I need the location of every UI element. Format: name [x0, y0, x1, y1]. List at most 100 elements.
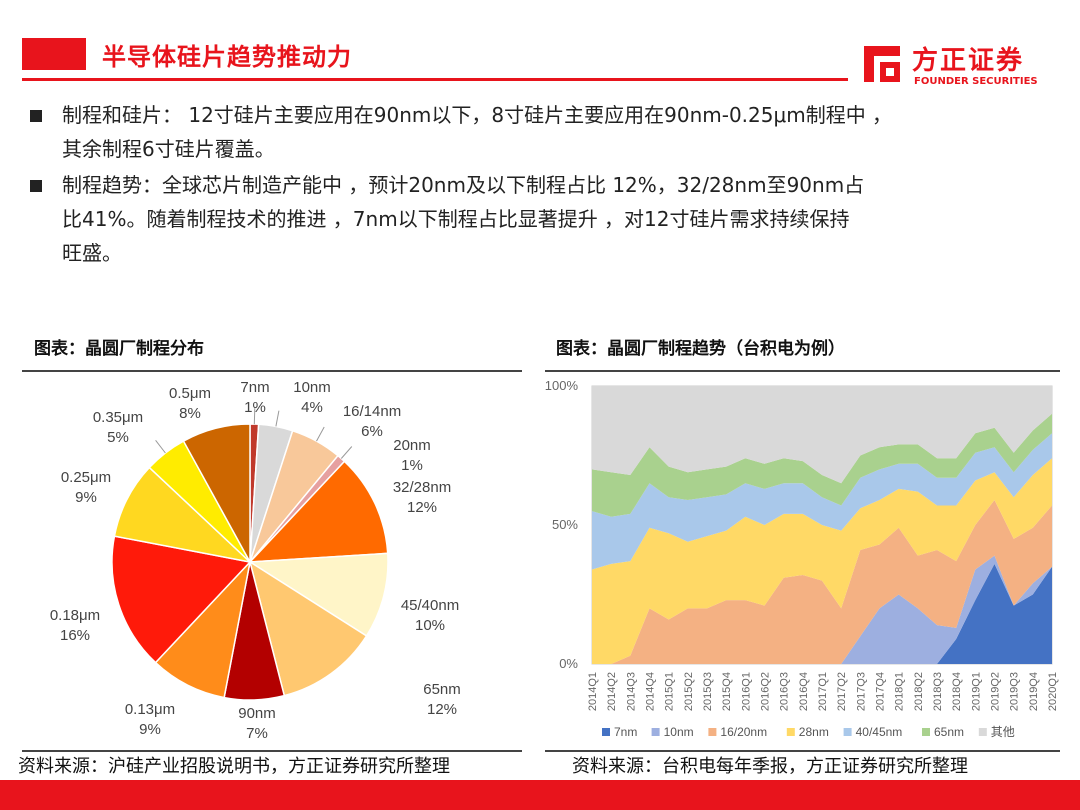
footer-band [0, 780, 1080, 810]
bullet-item: 制程趋势：全球芯片制造产能中 ，预计20nm及以下制程占比 12%，32/28n… [28, 168, 1048, 270]
pie-slice-label: 65nm [423, 681, 461, 698]
x-tick-label: 2014Q3 [625, 672, 637, 711]
x-tick-label: 2016Q3 [779, 672, 791, 711]
x-tick-label: 2018Q2 [913, 672, 925, 711]
x-tick-label: 2017Q2 [836, 672, 848, 711]
legend-swatch [651, 728, 660, 736]
legend-swatch [922, 728, 930, 736]
pie-source-rule [22, 750, 522, 752]
founder-logo: 方正证券 FOUNDER SECURITIES [860, 40, 1050, 92]
pie-slice-label: 90nm [238, 705, 276, 722]
area-chart-svg: 0% 50% 100% 2014Q1 2014Q2 2014Q3 2014Q4 2015Q1 2… [545, 378, 1059, 739]
x-tick-label: 2014Q2 [606, 672, 618, 711]
header-accent-bar [22, 38, 86, 70]
pie-slice-65nm [248, 560, 368, 697]
y-tick-label: 50% [552, 517, 578, 532]
logo-text-en: FOUNDER SECURITIES [914, 76, 1038, 87]
pie-slice-value-label: 7% [246, 725, 268, 742]
pie-slice-label: 0.13μm [125, 701, 175, 718]
pie-slice-value-label: 9% [139, 721, 161, 738]
bullet-line: 旺盛。 [62, 241, 122, 265]
pie-leader-line [340, 446, 353, 459]
x-tick-label: 2014Q4 [645, 672, 657, 711]
pie-slice-label: 16/14nm [343, 403, 401, 420]
x-tick-label: 2016Q1 [740, 672, 752, 711]
area-series-65nm [592, 413, 1052, 517]
pie-slice-label: 10nm [293, 379, 331, 396]
x-tick-label: 2019Q1 [970, 672, 982, 711]
legend-swatch [708, 728, 717, 736]
pie-slice-label: 0.25μm [61, 469, 111, 486]
legend-label: 其他 [991, 725, 1015, 739]
pie-slice-value-label: 1% [401, 457, 423, 474]
pie-slice-label: 0.18μm [50, 607, 100, 624]
area-chart: 0% 50% 100% 2014Q1 2014Q2 2014Q3 2014Q4 2015Q1 2… [540, 372, 1070, 752]
logo-text-cn: 方正证券 [912, 46, 1025, 76]
pie-slice-value-label: 12% [407, 499, 437, 516]
x-tick-label: 2015Q3 [702, 672, 714, 711]
pie-slice-0-5-m [182, 423, 251, 563]
header-rule [22, 78, 848, 81]
bullet-line: 制程趋势：全球芯片制造产能中 ，预计20nm及以下制程占比 12%，32/28n… [62, 173, 865, 197]
y-tick-label: 0% [559, 656, 578, 671]
bullet-line: 比41%。随着制程技术的推进 ，7nm以下制程占比显著提升 ，对12寸硅片需求持… [62, 207, 850, 231]
pie-slice-value-label: 12% [427, 701, 457, 718]
pie-slice-value-label: 9% [75, 489, 97, 506]
bullet-line: 制程和硅片： 12寸硅片主要应用在90nm以下，8寸硅片主要应用在90nm-0.… [62, 103, 893, 127]
bullet-item: 制程和硅片： 12寸硅片主要应用在90nm以下，8寸硅片主要应用在90nm-0.… [28, 98, 1048, 166]
page-title: 半导体硅片趋势推动力 [102, 43, 352, 71]
pie-slice-label: 0.35μm [93, 409, 143, 426]
area-series-7nm [592, 563, 1052, 664]
legend-label: 7nm [614, 725, 637, 739]
pie-slice-value-label: 6% [361, 423, 383, 440]
pie-leader-line [253, 408, 256, 425]
pie-slice-value-label: 10% [415, 617, 445, 634]
pie-leader-line [275, 410, 280, 427]
pie-slice-label: 45/40nm [401, 597, 459, 614]
pie-slice-label: 7nm [240, 379, 269, 396]
bullet-line: 其余制程6寸硅片覆盖。 [62, 137, 275, 161]
x-tick-label: 2019Q2 [990, 672, 1002, 711]
legend-swatch [602, 728, 610, 736]
legend-swatch [786, 728, 795, 736]
x-tick-label: 2016Q4 [798, 672, 810, 711]
area-series-40-45nm [592, 433, 1052, 570]
x-tick-label: 2016Q2 [760, 672, 772, 711]
x-tick-label: 2019Q3 [1009, 672, 1021, 711]
legend-label: 10nm [664, 725, 694, 739]
x-tick-label: 2015Q2 [683, 672, 695, 711]
legend-swatch [978, 728, 987, 736]
x-tick-label: 2017Q4 [875, 672, 887, 711]
legend-label: 65nm [934, 725, 964, 739]
pie-slice-32-28nm [248, 460, 389, 563]
area-series-28nm [592, 458, 1052, 664]
x-tick-label: 2014Q1 [587, 672, 599, 711]
bullet-square-icon [30, 180, 42, 192]
x-tick-label: 2017Q1 [817, 672, 829, 711]
pie-slice-value-label: 16% [60, 627, 90, 644]
legend-label: 16/20nm [720, 725, 767, 739]
bullet-list: 制程和硅片： 12寸硅片主要应用在90nm以下，8寸硅片主要应用在90nm-0.… [28, 98, 1048, 272]
pie-chart: 7nm 1% 10nm 4% 16/14nm 6% 20nm 1% 32/28nm 12% 45/4… [0, 372, 530, 752]
pie-slice-value-label: 8% [179, 405, 201, 422]
area-series-10nm [592, 555, 1052, 664]
pie-title-rule [22, 370, 522, 372]
legend-swatch [843, 728, 852, 736]
x-tick-label: 2020Q1 [1047, 672, 1059, 711]
area-source-rule [545, 750, 1060, 752]
pie-slice-value-label: 4% [301, 399, 323, 416]
pie-chart-title: 图表：晶圆厂制程分布 [34, 339, 204, 359]
pie-leader-line [155, 439, 166, 454]
x-tick-label: 2019Q4 [1028, 672, 1040, 711]
pie-slice-value-label: 5% [107, 429, 129, 446]
pie-slice-label: 20nm [393, 437, 431, 454]
x-tick-label: 2015Q4 [721, 672, 733, 711]
x-tick-label: 2017Q3 [855, 672, 867, 711]
x-tick-label: 2018Q1 [894, 672, 906, 711]
pie-slice-label: 32/28nm [393, 479, 451, 496]
pie-slice-value-label: 1% [244, 399, 266, 416]
bullet-square-icon [30, 110, 42, 122]
legend-label: 40/45nm [856, 725, 903, 739]
area-chart-title: 图表：晶圆厂制程趋势（台积电为例） [556, 339, 845, 359]
y-tick-label: 100% [545, 378, 579, 393]
